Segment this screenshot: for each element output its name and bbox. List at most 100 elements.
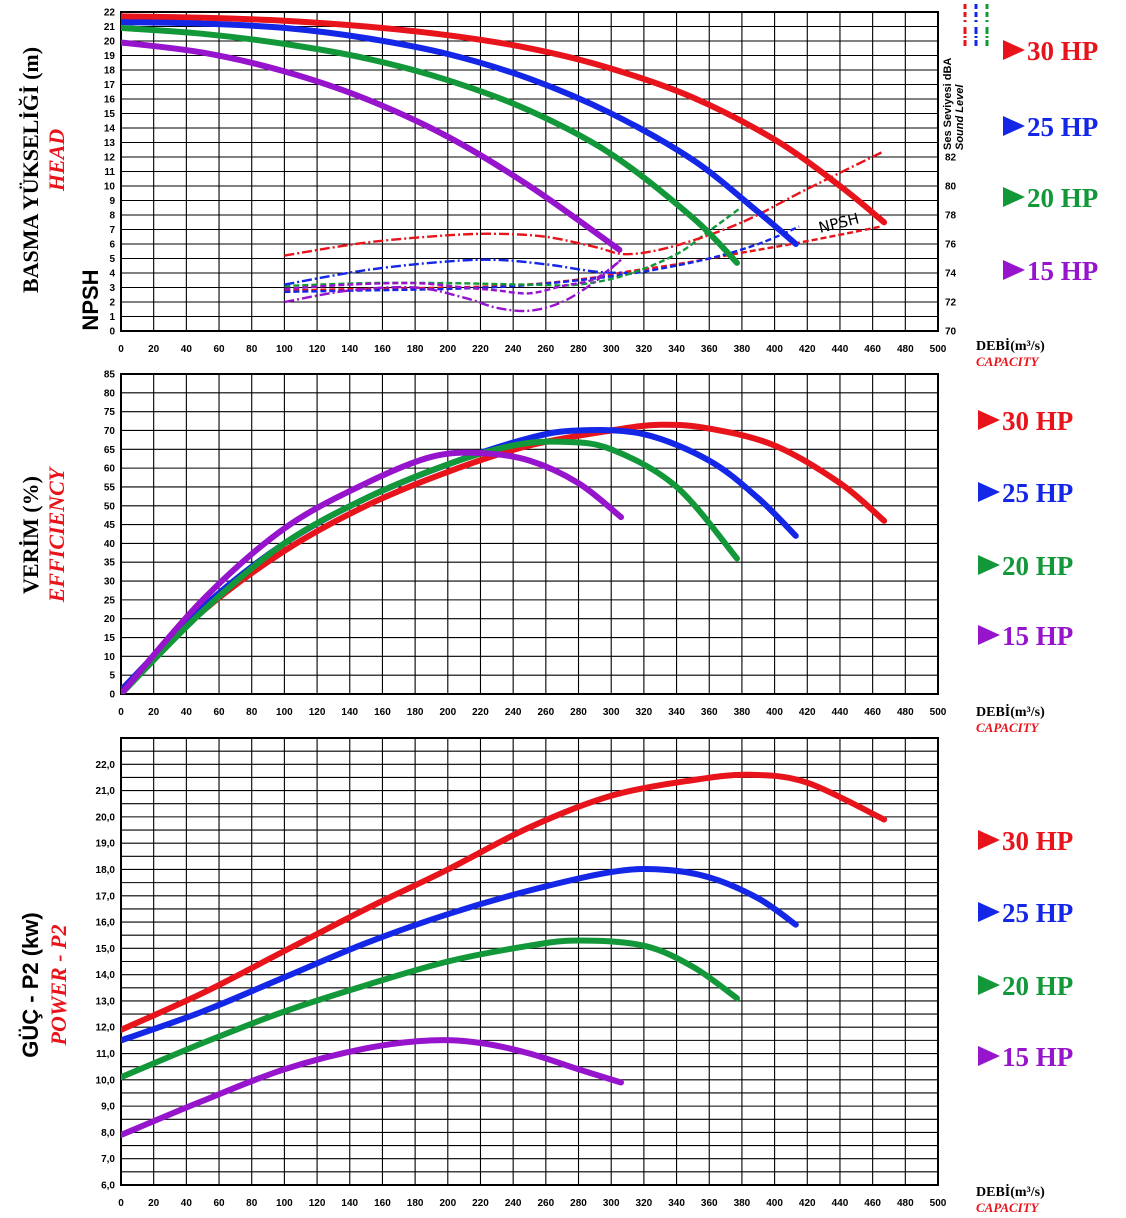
y-tick-label: 4 — [109, 269, 115, 280]
y-tick-label: 14 — [104, 124, 116, 135]
y-tick-label: 21,0 — [96, 786, 116, 797]
y-tick-label: 6 — [109, 240, 115, 251]
y-tick-label: 0 — [109, 690, 115, 701]
curve-25hp — [121, 866, 799, 1044]
x-tick-label: 340 — [668, 707, 685, 718]
npsh-curves — [284, 208, 882, 295]
efficiency-grid — [121, 374, 938, 694]
x-tick-label: 240 — [505, 1198, 522, 1209]
power-chart: 6,0 7,0 8,0 9,0 10,0 11,0 12,0 13,0 14,0 15,0 16,0… — [18, 737, 1073, 1215]
x-tick-label: 60 — [213, 344, 225, 355]
efficiency-x-ticks: 0 20 40 60 80 100 120 140 160 180 200 220 240 260 280 3… — [118, 707, 947, 718]
sound-level-label-en: Sound Level — [954, 84, 966, 150]
right-tick-label: 78 — [945, 211, 957, 222]
y-tick-label: 10 — [104, 652, 116, 663]
y-tick-label: 15,0 — [96, 944, 116, 955]
y-tick-label: 21 — [104, 22, 116, 33]
right-tick-label: 70 — [945, 327, 957, 338]
x-tick-label: 360 — [701, 344, 718, 355]
y-tick-label: 13,0 — [96, 996, 116, 1007]
y-tick-label: 10 — [104, 182, 116, 193]
legend-label: 25 HP — [1027, 112, 1098, 142]
curve-25hp — [121, 19, 799, 247]
efficiency-curves — [121, 421, 888, 694]
legend-label: 25 HP — [1002, 478, 1073, 508]
x-tick-label: 460 — [864, 1198, 881, 1209]
x-tick-label: 280 — [570, 344, 587, 355]
y-tick-label: 35 — [104, 558, 116, 569]
right-tick-label: 82 — [945, 153, 957, 164]
y-tick-label: 55 — [104, 482, 116, 493]
y-tick-label: 8 — [109, 211, 115, 222]
y-tick-label: 3 — [109, 283, 115, 294]
x-tick-label: 80 — [246, 707, 258, 718]
legend-label: 15 HP — [1002, 621, 1073, 651]
curve-30hp — [121, 13, 888, 226]
legend-label: 20 HP — [1027, 183, 1098, 213]
y-tick-label: 11,0 — [96, 1049, 115, 1060]
power-legend: 30 HP 25 HP 20 HP 15 HP — [978, 826, 1073, 1072]
efficiency-ylabel-en: EFFICIENCY — [44, 465, 69, 603]
power-xtitle-tr: DEBİ(m³/s) — [976, 1183, 1045, 1200]
legend-arrow-icon — [1003, 40, 1025, 60]
y-tick-label: 85 — [104, 370, 116, 381]
head-ylabel-npsh: NPSH — [78, 269, 103, 330]
y-tick-label: 6,0 — [101, 1181, 115, 1192]
curve-20hp — [121, 438, 740, 694]
x-tick-label: 500 — [930, 707, 947, 718]
y-tick-label: 25 — [104, 595, 116, 606]
sound-level-key — [963, 4, 989, 46]
power-xtitle-en: CAPACITY — [976, 1200, 1040, 1215]
y-tick-label: 11 — [104, 167, 115, 178]
y-tick-label: 75 — [104, 407, 116, 418]
y-tick-label: 7 — [109, 225, 115, 236]
curve-15hp — [121, 39, 623, 253]
x-tick-label: 380 — [734, 1198, 751, 1209]
x-tick-label: 420 — [799, 344, 816, 355]
head-ylabel-en: HEAD — [44, 129, 69, 192]
power-curves — [121, 771, 888, 1138]
x-tick-label: 320 — [636, 1198, 653, 1209]
legend-label: 30 HP — [1027, 36, 1098, 66]
y-tick-label: 0 — [109, 327, 115, 338]
x-tick-label: 60 — [213, 707, 225, 718]
x-tick-label: 340 — [668, 344, 685, 355]
x-tick-label: 100 — [276, 344, 293, 355]
right-tick-label: 72 — [945, 298, 957, 309]
head-xtitle-en: CAPACITY — [976, 354, 1040, 369]
sound-level-curve — [284, 150, 885, 257]
legend-arrow-icon — [978, 902, 1000, 922]
y-tick-label: 65 — [104, 445, 116, 456]
x-tick-label: 120 — [309, 344, 326, 355]
power-y-ticks: 6,0 7,0 8,0 9,0 10,0 11,0 12,0 13,0 14,0 15,0 16,0… — [96, 760, 116, 1192]
x-tick-label: 400 — [766, 1198, 783, 1209]
x-tick-label: 20 — [148, 344, 160, 355]
y-tick-label: 50 — [104, 501, 116, 512]
x-tick-label: 380 — [734, 707, 751, 718]
x-tick-label: 0 — [118, 344, 124, 355]
legend-arrow-icon — [978, 1046, 1000, 1066]
x-tick-label: 60 — [213, 1198, 225, 1209]
x-tick-label: 20 — [148, 707, 160, 718]
head-xtitle-tr: DEBİ(m³/s) — [976, 337, 1045, 354]
x-tick-label: 160 — [374, 1198, 391, 1209]
x-tick-label: 40 — [181, 344, 193, 355]
y-tick-label: 20,0 — [96, 812, 116, 823]
x-tick-label: 180 — [407, 344, 424, 355]
x-tick-label: 140 — [341, 344, 358, 355]
x-tick-label: 400 — [766, 707, 783, 718]
legend-arrow-icon — [978, 482, 1000, 502]
x-tick-label: 200 — [439, 1198, 456, 1209]
y-tick-label: 20 — [104, 614, 116, 625]
head-ylabel-tr: BASMA YÜKSELİĞİ (m) — [18, 47, 43, 293]
x-tick-label: 20 — [148, 1198, 160, 1209]
efficiency-xtitle-en: CAPACITY — [976, 720, 1040, 735]
head-legend: 30 HP 25 HP 20 HP 15 HP — [1003, 36, 1098, 286]
y-tick-label: 12 — [104, 153, 116, 164]
x-tick-label: 480 — [897, 1198, 914, 1209]
x-tick-label: 220 — [472, 1198, 489, 1209]
npsh-curve — [284, 258, 622, 295]
efficiency-y-ticks: 0 5 10 15 20 25 30 35 40 45 50 55 60 65 70 75 80 85 — [104, 370, 116, 701]
x-tick-label: 300 — [603, 1198, 620, 1209]
